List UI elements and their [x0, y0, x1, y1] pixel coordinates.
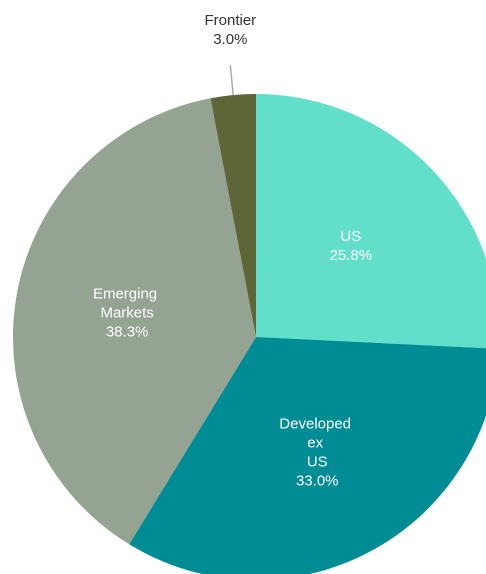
slice-label: Developed ex US — [279, 415, 355, 470]
pie-slice — [210, 94, 256, 337]
pie-slice — [256, 94, 486, 349]
pie-slice — [13, 98, 257, 545]
value-label: 33.0% — [296, 472, 339, 489]
leader-line — [229, 65, 234, 96]
slice-label: Emerging Markets — [93, 285, 161, 321]
value-label: 3.0% — [213, 31, 247, 48]
pie-slice — [129, 337, 486, 574]
value-label: 25.8% — [330, 247, 373, 264]
slice-label: US — [340, 228, 361, 245]
value-label: 38.3% — [106, 323, 149, 340]
slice-label: Frontier — [204, 12, 256, 29]
